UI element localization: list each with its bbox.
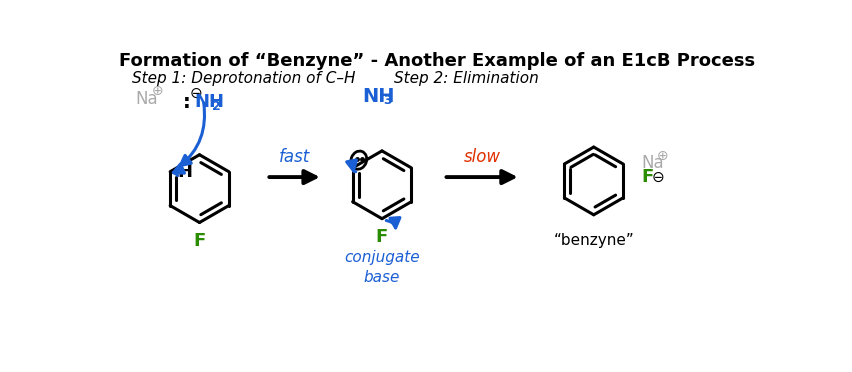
Text: 2: 2 bbox=[212, 100, 221, 113]
Text: conjugate
base: conjugate base bbox=[344, 250, 420, 285]
Text: fast: fast bbox=[279, 148, 310, 166]
Text: F: F bbox=[376, 228, 389, 246]
Text: “benzyne”: “benzyne” bbox=[553, 232, 634, 247]
Text: ⊖: ⊖ bbox=[652, 170, 665, 185]
Text: :: : bbox=[182, 93, 190, 112]
Text: Step 2: Elimination: Step 2: Elimination bbox=[394, 71, 538, 86]
Text: NH: NH bbox=[363, 87, 395, 106]
Text: H: H bbox=[178, 163, 193, 181]
Text: slow: slow bbox=[463, 148, 501, 166]
Text: 3: 3 bbox=[383, 94, 392, 108]
Text: NH: NH bbox=[194, 93, 224, 111]
Text: F: F bbox=[193, 232, 205, 250]
Text: Step 1: Deprotonation of C–H: Step 1: Deprotonation of C–H bbox=[132, 71, 355, 86]
Text: ⊖: ⊖ bbox=[189, 86, 202, 101]
Text: ⊕: ⊕ bbox=[657, 148, 669, 163]
Text: Formation of “Benzyne” - Another Example of an E1cB Process: Formation of “Benzyne” - Another Example… bbox=[118, 52, 755, 70]
Text: Na: Na bbox=[135, 90, 158, 108]
Text: Na: Na bbox=[642, 154, 664, 172]
Text: F: F bbox=[642, 168, 653, 186]
Text: ⊕: ⊕ bbox=[153, 84, 164, 98]
